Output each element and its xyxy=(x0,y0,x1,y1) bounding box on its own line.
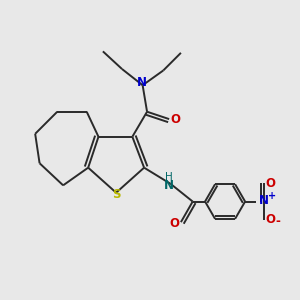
Text: N: N xyxy=(137,76,147,89)
Text: O: O xyxy=(265,213,275,226)
Text: H: H xyxy=(165,172,173,182)
Text: O: O xyxy=(169,217,179,230)
Text: N: N xyxy=(259,194,269,207)
Text: +: + xyxy=(268,190,277,201)
Text: S: S xyxy=(112,188,120,201)
Text: -: - xyxy=(275,215,280,228)
Text: O: O xyxy=(171,112,181,126)
Text: O: O xyxy=(265,177,275,190)
Text: N: N xyxy=(164,179,174,192)
